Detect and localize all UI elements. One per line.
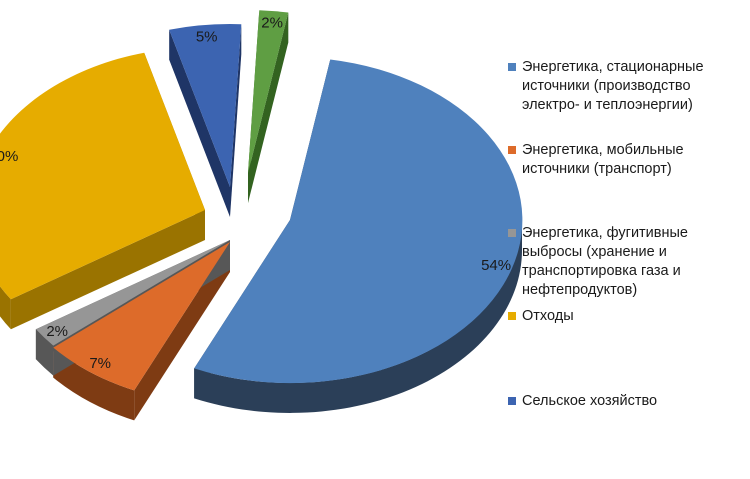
slice-label-agriculture: 5% — [196, 28, 218, 45]
slice-side-agriculture — [169, 29, 230, 218]
legend-item-fugitive: Энергетика, фугитивные выбросы (хранение… — [508, 224, 744, 300]
legend-label: Энергетика, фугитивные выбросы (хранение… — [522, 225, 688, 298]
slice-label-stationary: 54% — [481, 257, 511, 274]
slice-wall-mobile — [53, 347, 135, 421]
pie-tops — [0, 10, 523, 391]
slice-mobile — [53, 242, 230, 391]
legend-item-stationary: Энергетика, стационарные источники (прои… — [508, 58, 744, 115]
slice-side-other — [248, 12, 289, 203]
legend-swatch — [508, 229, 516, 237]
legend-swatch — [508, 63, 516, 71]
legend-label: Сельское хозяйство — [522, 393, 658, 409]
slice-wall-fugitive — [35, 329, 54, 376]
legend-item-agriculture: Сельское хозяйство — [508, 392, 744, 411]
slice-label-fugitive: 2% — [46, 323, 68, 340]
legend-label: Энергетика, мобильные источники (транспо… — [522, 142, 684, 177]
slice-label-other: 2% — [261, 14, 283, 31]
slice-side-mobile — [134, 242, 230, 421]
slice-waste — [0, 52, 205, 300]
pie-labels: 54% 7% 2% 30% 5% 2% — [0, 14, 511, 372]
slice-fugitive — [35, 240, 231, 346]
legend-swatch — [508, 312, 516, 320]
legend-label: Энергетика, стационарные источники (прои… — [522, 59, 704, 113]
slice-label-mobile: 7% — [89, 355, 111, 372]
slice-other — [248, 10, 289, 174]
slice-stationary — [194, 59, 523, 384]
slice-agriculture — [169, 24, 242, 188]
slice-side-agriculture — [230, 24, 242, 218]
slice-side-waste — [10, 210, 206, 330]
legend-swatch — [508, 146, 516, 154]
legend-item-waste: Отходы — [508, 307, 744, 326]
slice-wall-stationary — [194, 220, 522, 413]
slice-label-waste: 30% — [0, 148, 18, 165]
legend-item-mobile: Энергетика, мобильные источники (транспо… — [508, 141, 744, 179]
legend-label: Отходы — [522, 308, 574, 324]
legend-swatch — [508, 397, 516, 405]
slice-wall-waste — [0, 286, 11, 330]
